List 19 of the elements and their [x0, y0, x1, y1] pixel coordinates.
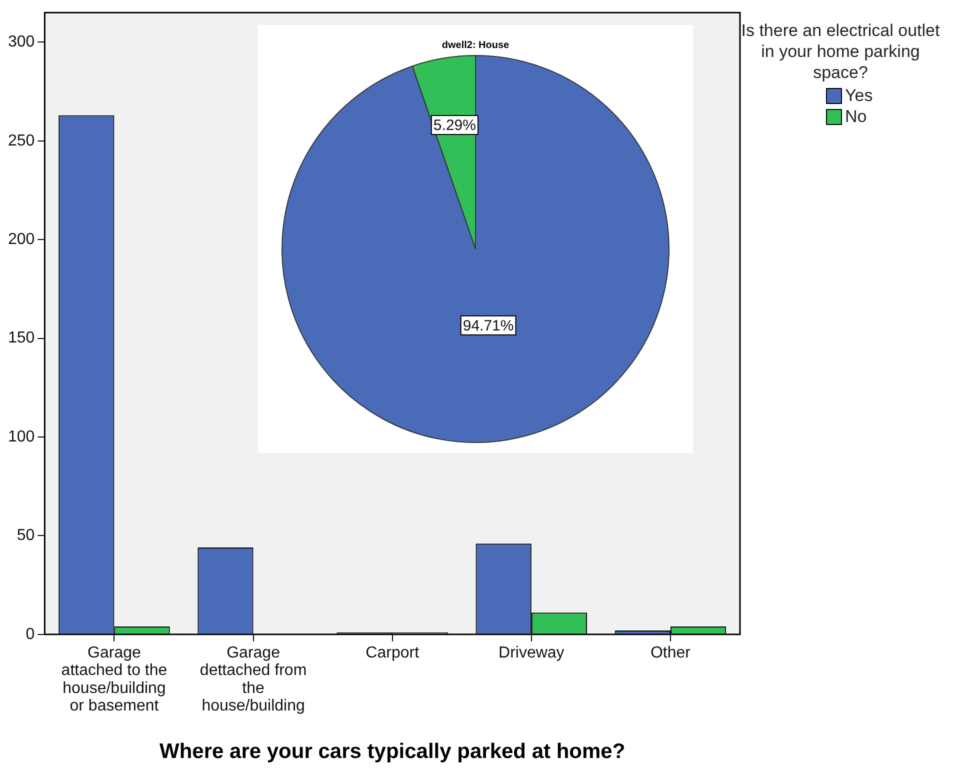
- chart-title: dwell2: House: [442, 40, 510, 51]
- x-axis-title: Where are your cars typically parked at home?: [160, 740, 626, 764]
- y-tick-label: 300: [8, 34, 35, 51]
- x-tick-label: Driveway: [498, 644, 564, 662]
- x-tick-label: Other: [650, 644, 692, 662]
- legend-label: Yes: [845, 85, 873, 106]
- y-tick-label: 100: [8, 428, 35, 446]
- x-tick-label: Carport: [366, 644, 420, 662]
- y-tick-label: 250: [8, 132, 35, 150]
- y-tick-label: 200: [8, 231, 35, 248]
- y-tick-label: 150: [8, 330, 35, 347]
- data-label: 94.71%: [462, 317, 514, 334]
- x-tick-label: Garage attached to the house/building or basement: [61, 644, 168, 714]
- y-tick-label: 50: [16, 527, 35, 544]
- data-label: 5.29%: [433, 117, 476, 134]
- legend-title: Is there an electrical outlet in your home parking space?: [740, 20, 941, 83]
- x-tick-label: Garage dettached from the house/building: [200, 644, 307, 714]
- y-tick-label: 0: [26, 626, 35, 643]
- legend-label: No: [845, 106, 867, 127]
